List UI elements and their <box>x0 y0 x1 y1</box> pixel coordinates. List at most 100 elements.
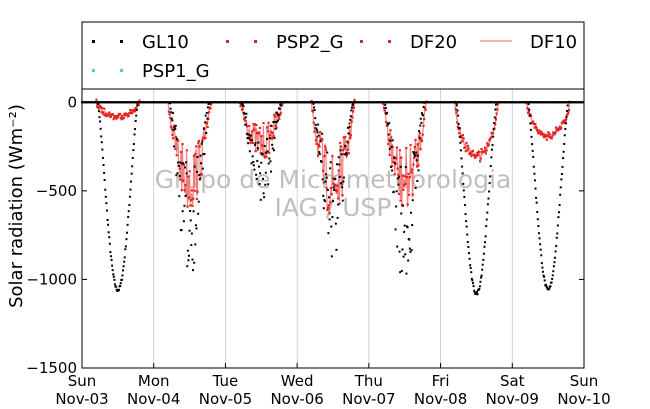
psp2-g-point <box>315 142 318 146</box>
psp2-g-point <box>537 129 541 132</box>
df20-point <box>494 123 497 126</box>
y-tick-label-2: −1000 <box>26 270 77 288</box>
gl10-point <box>252 160 255 163</box>
gl10-point <box>273 136 276 139</box>
psp2-g-point <box>486 142 489 145</box>
gl10-point <box>401 204 404 207</box>
gl10-point <box>482 252 485 255</box>
psp2-g-point <box>460 136 463 139</box>
y-tick-label-1: −500 <box>36 182 77 200</box>
df20-point <box>197 141 200 144</box>
x-tick-label-date-6: Nov-09 <box>486 390 539 408</box>
gl10-point <box>475 291 478 294</box>
gl10-point <box>100 135 103 138</box>
df20-point <box>198 145 201 148</box>
psp2-g-point <box>559 127 562 131</box>
psp2-g-point <box>335 190 338 193</box>
df20-point <box>171 134 174 137</box>
legend-label-0: GL10 <box>142 32 189 53</box>
gl10-point <box>473 289 476 292</box>
psp2-g-point <box>424 108 427 111</box>
gl10-point <box>489 165 492 168</box>
gl10-point <box>555 244 558 247</box>
legend-marker-0-0 <box>92 40 95 43</box>
psp2-g-point <box>552 131 555 134</box>
x-tick-label-date-4: Nov-07 <box>342 390 395 408</box>
vertical-gridlines <box>153 89 513 368</box>
gl10-point <box>544 283 547 286</box>
gl10-point <box>126 223 129 226</box>
psp2-g-point <box>195 145 198 148</box>
df20-point <box>179 150 183 154</box>
psp2-g-point <box>101 111 104 114</box>
gl10-point <box>494 103 497 106</box>
df20-point <box>347 152 350 155</box>
psp2-g-point <box>116 114 119 118</box>
gl10-point <box>171 111 174 114</box>
legend-frame <box>81 21 585 90</box>
gl10-point <box>393 162 396 165</box>
psp2-g-point <box>108 115 112 118</box>
gl10-point <box>536 210 539 213</box>
df20-point <box>412 163 415 166</box>
gl10-point <box>336 163 339 166</box>
psp2-g-point <box>322 181 325 184</box>
psp2-g-point <box>414 138 417 142</box>
x-tick-label-weekday-6: Sat <box>500 372 525 390</box>
gl10-point <box>100 141 103 144</box>
gl10-point <box>401 248 404 251</box>
gl10-point <box>179 161 182 164</box>
psp2-g-point <box>479 160 482 163</box>
gl10-point <box>131 165 134 168</box>
gl10-point <box>463 204 466 207</box>
df20-point <box>116 116 120 119</box>
gl10-point <box>259 172 262 175</box>
df20-point <box>479 157 482 160</box>
gl10-point <box>248 150 251 153</box>
psp2-g-point <box>318 145 321 148</box>
x-tick-label-date-1: Nov-04 <box>127 390 180 408</box>
gl10-point <box>476 293 479 296</box>
gl10-point <box>419 124 422 127</box>
gl10-point <box>412 152 415 155</box>
gl10-point <box>457 123 460 126</box>
gl10-point <box>118 288 121 291</box>
df20-point <box>267 121 270 124</box>
df20-point <box>240 103 243 106</box>
psp2-g-point <box>332 182 335 185</box>
gl10-point <box>415 159 418 162</box>
df20-point <box>535 128 538 131</box>
gl10-point <box>463 195 466 198</box>
gl10-point <box>132 143 135 146</box>
df20-point <box>134 110 137 113</box>
gl10-point <box>533 172 536 175</box>
gl10-point <box>98 116 101 119</box>
gl10-point <box>532 165 535 168</box>
gl10-point <box>251 139 254 142</box>
gl10-point <box>402 255 405 258</box>
gl10-point <box>391 169 394 172</box>
psp2-g-point <box>562 120 565 123</box>
psp2-g-point <box>339 145 343 148</box>
gl10-point <box>396 245 399 248</box>
df20-point <box>255 131 259 135</box>
gl10-point <box>103 171 106 174</box>
gl10-point <box>172 128 175 131</box>
gl10-point <box>388 147 391 150</box>
psp2-g-point <box>349 134 353 137</box>
gl10-point <box>253 168 256 171</box>
gl10-point <box>342 180 345 183</box>
gl10-point <box>185 161 188 164</box>
psp2-g-point <box>466 149 469 152</box>
gl10-point <box>175 174 178 177</box>
gl10-point <box>257 165 260 168</box>
gl10-point <box>272 121 275 124</box>
gl10-point <box>461 165 464 168</box>
gl10-point <box>403 230 406 233</box>
gl10-point <box>180 229 183 232</box>
psp2-g-point <box>467 147 470 150</box>
df20-point <box>178 167 181 170</box>
gl10-point <box>106 219 109 222</box>
psp2-g-point <box>124 112 127 115</box>
df20-point <box>124 114 127 117</box>
